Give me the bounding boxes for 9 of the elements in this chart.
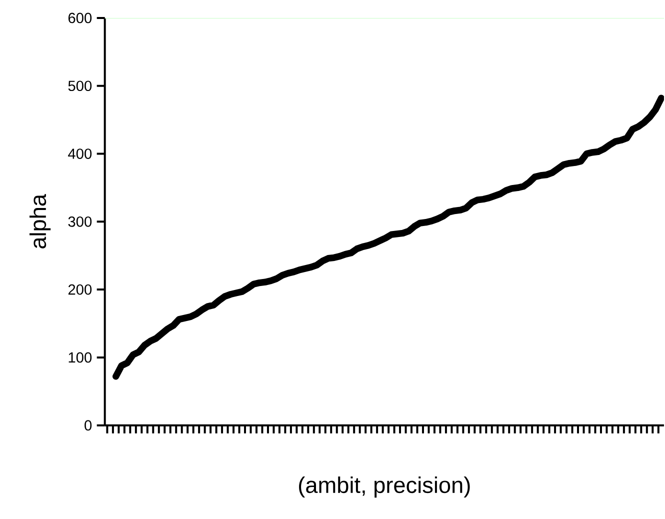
- y-tick-label: 500: [68, 80, 92, 91]
- y-tick-label: 600: [68, 12, 92, 24]
- y-axis-title: alpha: [30, 194, 51, 248]
- y-tick-label: 100: [68, 352, 92, 363]
- y-tick-label: 400: [68, 148, 92, 159]
- y-tick-label: 300: [68, 216, 92, 227]
- y-tick-label: 0: [84, 420, 92, 430]
- y-tick-label: 200: [68, 284, 92, 295]
- x-axis-title: (ambit, precision): [299, 476, 470, 498]
